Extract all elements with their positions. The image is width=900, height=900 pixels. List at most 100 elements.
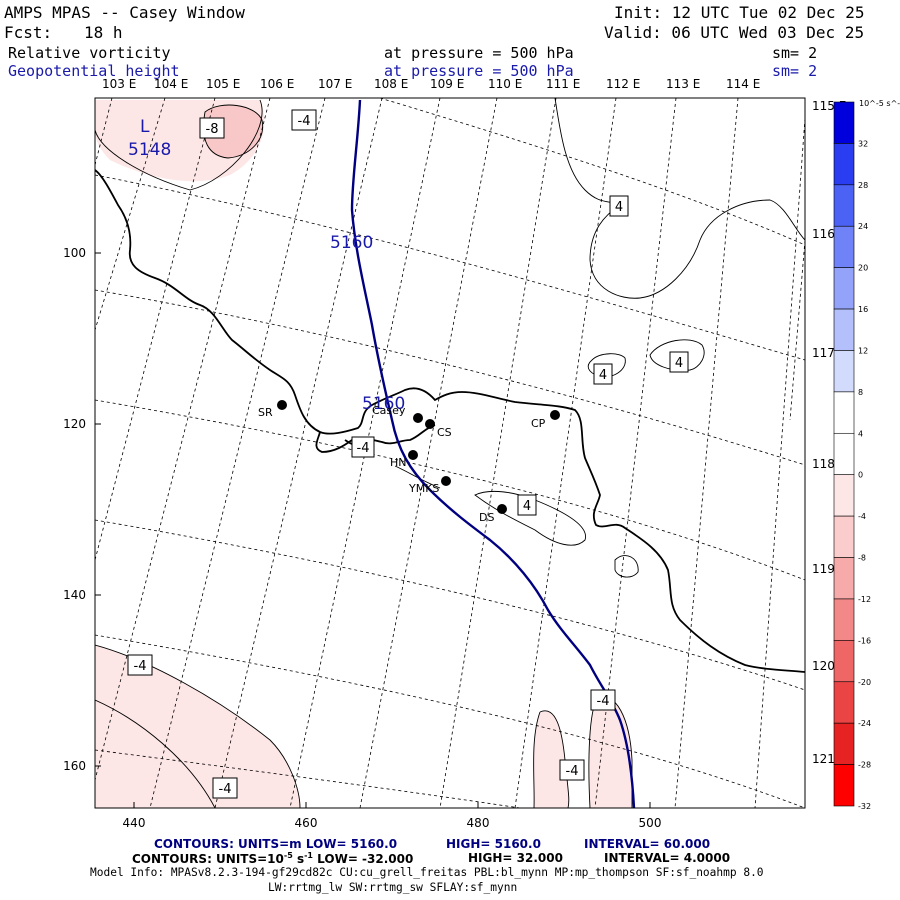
field2-name: Geopotential height xyxy=(8,62,180,80)
station-label: CP xyxy=(531,417,546,430)
vorticity-contour xyxy=(554,98,805,299)
colorbar-label: -28 xyxy=(858,761,871,770)
colorbar-label: 8 xyxy=(858,388,863,397)
vorticity-contour xyxy=(533,711,541,808)
vorticity-label: -4 xyxy=(134,659,147,674)
lon-label: 104 E xyxy=(154,77,189,91)
colorbar-label: 32 xyxy=(858,139,868,148)
forecast-hour: 18 h xyxy=(84,23,123,42)
latitude-line xyxy=(95,399,805,581)
station-label: DS xyxy=(479,511,494,524)
field2-smoothing: sm= 2 xyxy=(772,62,818,80)
colorbar-swatch xyxy=(833,350,855,393)
height-label: 5160 xyxy=(330,233,373,253)
x-tick-label: 460 xyxy=(295,816,318,830)
colorbar-label: 24 xyxy=(858,222,868,231)
colorbar-label: -8 xyxy=(858,554,866,563)
colorbar-swatch xyxy=(833,101,855,144)
longitude-line xyxy=(214,98,383,808)
colorbar-swatch xyxy=(833,640,855,683)
longitude-line xyxy=(95,98,216,561)
x-tick-label: 500 xyxy=(639,816,662,830)
colorbar-swatch xyxy=(833,267,855,310)
map-title: AMPS MPAS -- Casey Window xyxy=(4,3,245,22)
vorticity-label: 4 xyxy=(523,499,531,514)
colorbar-swatch xyxy=(833,598,855,641)
plot-frame xyxy=(94,97,806,809)
colorbar: 10^-5 s^-1 32 28 24 20 16 12 8 4 0 -4 -8 -12 -16 -20 -… xyxy=(833,99,900,811)
vorticity-contour xyxy=(95,99,263,191)
station-marker xyxy=(425,419,435,429)
y-tick-label: 140 xyxy=(63,588,86,602)
model-info-physics: LW:rrtmg_lw SW:rrtmg_sw SFLAY:sf_mynn xyxy=(268,881,518,894)
latitude-line xyxy=(95,289,805,466)
init-time: Init: 12 UTC Tue 02 Dec 25 xyxy=(614,3,865,22)
longitude-line xyxy=(674,98,739,808)
longitude-line xyxy=(789,239,805,421)
station-label: CS xyxy=(437,426,452,439)
vorticity-contour xyxy=(587,353,626,378)
height-label: 5148 xyxy=(128,140,171,160)
lon-label: 113 E xyxy=(666,77,701,91)
latitude-line xyxy=(95,519,805,691)
colorbar-label: 4 xyxy=(858,429,863,438)
station-label: YMKS xyxy=(408,482,439,495)
vorticity-contour xyxy=(614,555,639,578)
latitude-line xyxy=(95,634,805,808)
field1-name: Relative vorticity xyxy=(8,44,171,62)
model-info: Model Info: MPASv8.2.3-194-gf29cd82c CU:… xyxy=(90,866,764,879)
vorticity-shade xyxy=(533,710,569,808)
colorbar-swatch xyxy=(833,143,855,186)
height-contour-info: CONTOURS: UNITS=m LOW= 5160.0 xyxy=(154,837,398,851)
colorbar-label: -20 xyxy=(858,678,871,687)
colorbar-swatch xyxy=(833,474,855,517)
vorticity-shade xyxy=(588,697,632,808)
latitude-line xyxy=(379,98,805,246)
colorbar-swatch xyxy=(833,308,855,351)
station-marker xyxy=(413,413,423,423)
vorticity-label: 4 xyxy=(599,368,607,383)
colorbar-swatch xyxy=(833,557,855,600)
vorticity-contour-info: CONTOURS: UNITS=10-5 s-1 LOW= -32.000 xyxy=(132,851,414,866)
lon-label: 107 E xyxy=(318,77,353,91)
longitude-line xyxy=(439,98,557,808)
field1-level: at pressure = 500 hPa xyxy=(384,44,574,62)
field2-level: at pressure = 500 hPa xyxy=(384,62,574,80)
forecast-label: Fcst: xyxy=(4,23,53,42)
lon-label: 106 E xyxy=(260,77,295,91)
x-tick-label: 440 xyxy=(123,816,146,830)
x-tick-label: 480 xyxy=(467,816,490,830)
longitude-line xyxy=(149,98,326,808)
lon-label: 114 E xyxy=(726,77,761,91)
colorbar-swatch xyxy=(833,225,855,268)
lon-label: 108 E xyxy=(374,77,409,91)
longitude-line xyxy=(359,98,498,808)
vorticity-label: 4 xyxy=(615,200,623,215)
station-label: HN xyxy=(390,456,407,469)
height-contour-high: HIGH= 5160.0 xyxy=(446,837,541,851)
low-marker: L xyxy=(140,117,150,137)
vorticity-label: -4 xyxy=(597,694,610,709)
vorticity-contour xyxy=(95,699,216,808)
vorticity-label: -4 xyxy=(298,114,311,129)
vorticity-contour xyxy=(394,465,441,489)
latitude-line xyxy=(95,749,521,808)
colorbar-swatch xyxy=(833,391,855,434)
longitude-line xyxy=(95,98,166,331)
colorbar-swatch xyxy=(833,515,855,558)
colorbar-label: 12 xyxy=(858,346,868,355)
height-label: 5160 xyxy=(362,394,405,414)
colorbar-label: 28 xyxy=(858,181,868,190)
longitude-line xyxy=(754,117,805,808)
latitude-line xyxy=(95,174,805,361)
lon-label: 109 E xyxy=(430,77,465,91)
coastline xyxy=(95,169,805,673)
colorbar-label: -16 xyxy=(858,636,871,645)
colorbar-label: 20 xyxy=(858,264,868,273)
colorbar-swatch xyxy=(833,681,855,724)
vorticity-label: -4 xyxy=(219,782,232,797)
coastline xyxy=(315,424,436,453)
y-tick-label: 100 xyxy=(63,246,86,260)
colorbar-label: 0 xyxy=(858,471,863,480)
